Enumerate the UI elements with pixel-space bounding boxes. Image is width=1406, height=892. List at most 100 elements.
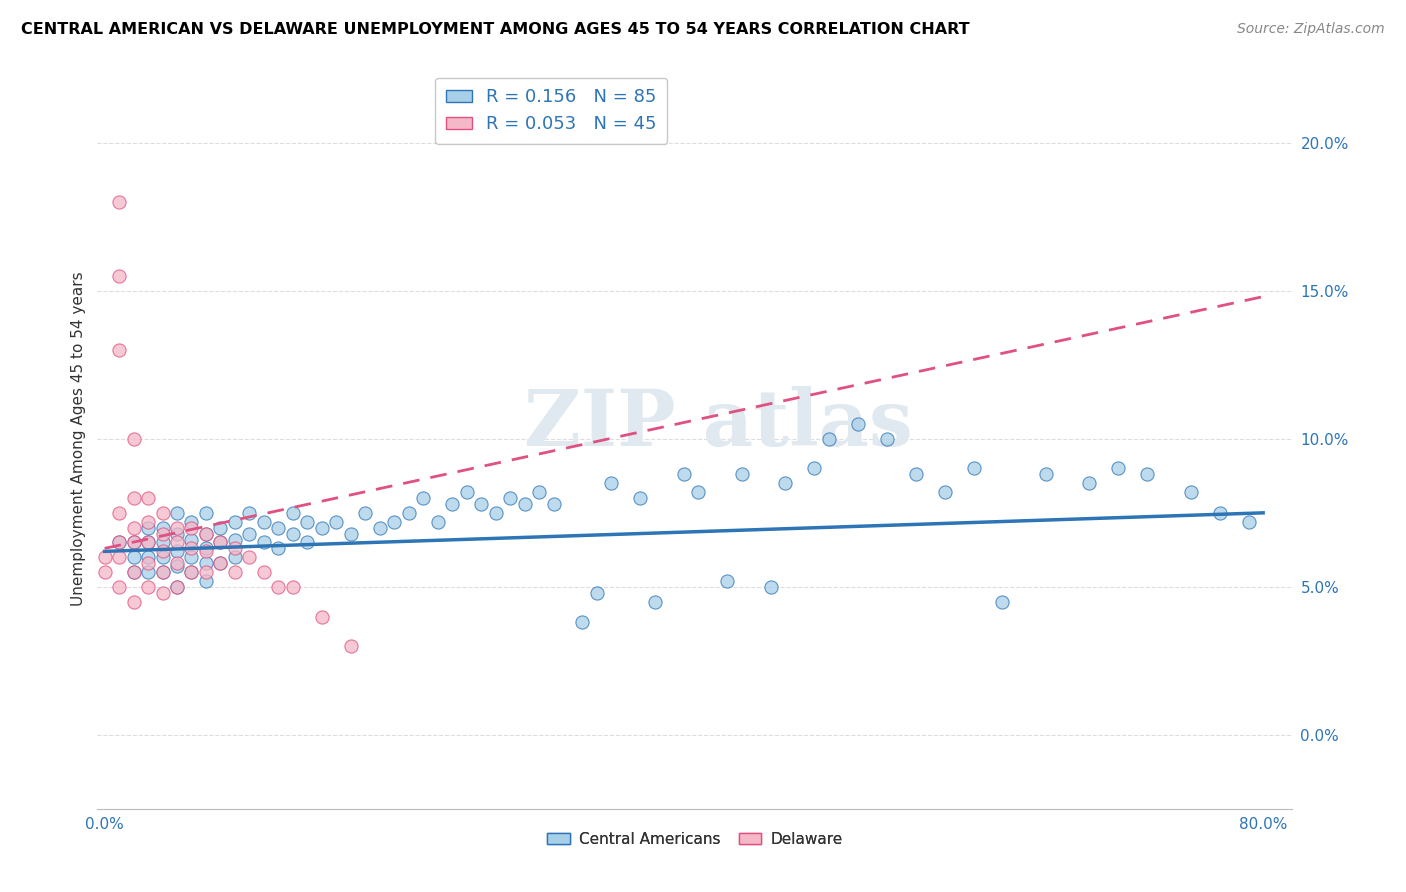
Point: [368, 521, 391, 535]
Text: ZIP atlas: ZIP atlas: [524, 386, 912, 462]
Point: [398, 506, 420, 520]
Point: [166, 580, 188, 594]
Point: [122, 550, 145, 565]
Point: [166, 521, 188, 535]
Point: [586, 586, 609, 600]
Point: [108, 343, 131, 357]
Point: [628, 491, 651, 505]
Point: [253, 535, 276, 549]
Point: [281, 580, 304, 594]
Point: [224, 533, 246, 547]
Point: [122, 565, 145, 579]
Point: [1107, 461, 1129, 475]
Point: [152, 521, 174, 535]
Point: [166, 506, 188, 520]
Point: [122, 535, 145, 549]
Point: [846, 417, 869, 431]
Point: [136, 521, 159, 535]
Point: [122, 491, 145, 505]
Point: [108, 580, 131, 594]
Point: [571, 615, 593, 630]
Point: [311, 609, 333, 624]
Point: [1237, 515, 1260, 529]
Point: [716, 574, 738, 588]
Point: [209, 556, 232, 570]
Point: [152, 506, 174, 520]
Point: [180, 565, 202, 579]
Point: [122, 535, 145, 549]
Point: [224, 565, 246, 579]
Point: [238, 506, 260, 520]
Point: [456, 485, 478, 500]
Point: [688, 485, 710, 500]
Point: [773, 476, 796, 491]
Point: [644, 595, 666, 609]
Text: Source: ZipAtlas.com: Source: ZipAtlas.com: [1237, 22, 1385, 37]
Point: [194, 565, 217, 579]
Point: [817, 432, 839, 446]
Point: [209, 521, 232, 535]
Point: [672, 467, 695, 482]
Point: [108, 535, 131, 549]
Point: [136, 535, 159, 549]
Point: [224, 541, 246, 556]
Point: [166, 556, 188, 570]
Point: [441, 497, 464, 511]
Point: [209, 556, 232, 570]
Point: [136, 580, 159, 594]
Point: [152, 550, 174, 565]
Point: [152, 586, 174, 600]
Point: [339, 526, 361, 541]
Point: [108, 550, 131, 565]
Point: [543, 497, 565, 511]
Point: [339, 639, 361, 653]
Point: [1136, 467, 1159, 482]
Point: [281, 526, 304, 541]
Point: [136, 515, 159, 529]
Point: [122, 565, 145, 579]
Point: [194, 544, 217, 558]
Point: [180, 533, 202, 547]
Point: [297, 515, 319, 529]
Point: [267, 541, 290, 556]
Point: [991, 595, 1014, 609]
Point: [224, 550, 246, 565]
Point: [180, 515, 202, 529]
Point: [152, 565, 174, 579]
Text: CENTRAL AMERICAN VS DELAWARE UNEMPLOYMENT AMONG AGES 45 TO 54 YEARS CORRELATION : CENTRAL AMERICAN VS DELAWARE UNEMPLOYMEN…: [21, 22, 970, 37]
Point: [731, 467, 754, 482]
Point: [513, 497, 536, 511]
Point: [759, 580, 782, 594]
Point: [136, 556, 159, 570]
Point: [122, 595, 145, 609]
Point: [224, 515, 246, 529]
Point: [297, 535, 319, 549]
Point: [470, 497, 492, 511]
Point: [194, 526, 217, 541]
Point: [122, 432, 145, 446]
Point: [136, 491, 159, 505]
Point: [209, 535, 232, 549]
Point: [238, 526, 260, 541]
Point: [108, 194, 131, 209]
Point: [194, 541, 217, 556]
Point: [281, 506, 304, 520]
Point: [122, 521, 145, 535]
Point: [194, 556, 217, 570]
Point: [166, 580, 188, 594]
Point: [152, 526, 174, 541]
Point: [108, 535, 131, 549]
Point: [194, 526, 217, 541]
Point: [194, 506, 217, 520]
Point: [108, 506, 131, 520]
Point: [325, 515, 347, 529]
Point: [267, 521, 290, 535]
Point: [166, 535, 188, 549]
Point: [311, 521, 333, 535]
Point: [152, 544, 174, 558]
Point: [152, 565, 174, 579]
Point: [499, 491, 522, 505]
Point: [238, 550, 260, 565]
Point: [194, 574, 217, 588]
Point: [136, 550, 159, 565]
